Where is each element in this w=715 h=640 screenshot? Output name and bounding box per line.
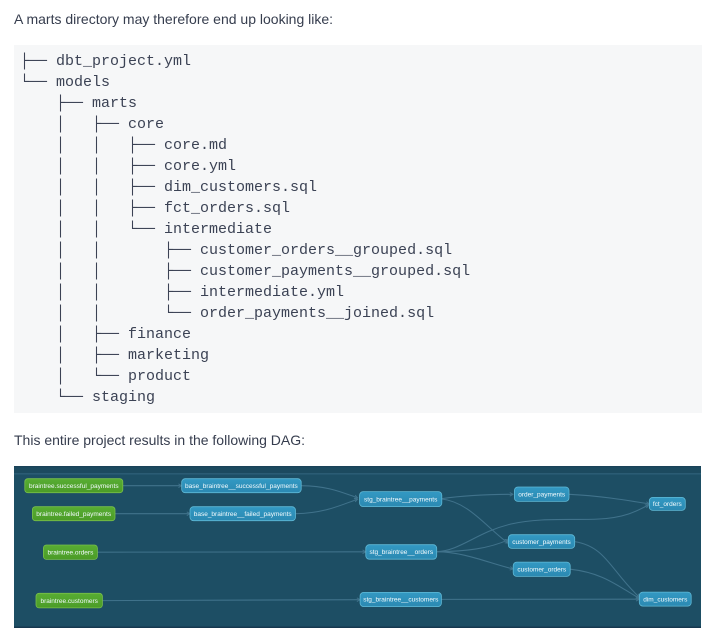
svg-text:order_payments: order_payments — [518, 492, 566, 499]
svg-text:fct_orders: fct_orders — [653, 501, 683, 508]
svg-text:braintree.successful_payments: braintree.successful_payments — [29, 483, 119, 490]
svg-text:braintree.orders: braintree.orders — [47, 550, 94, 557]
svg-text:base_braintree__successful_pay: base_braintree__successful_payments — [185, 483, 298, 490]
svg-text:stg_braintree__orders: stg_braintree__orders — [369, 549, 433, 556]
svg-text:braintree.failed_payments: braintree.failed_payments — [36, 511, 112, 518]
svg-text:braintree.customers: braintree.customers — [40, 598, 98, 605]
svg-text:dim_customers: dim_customers — [643, 596, 688, 603]
svg-text:customer_payments: customer_payments — [512, 539, 571, 546]
svg-text:stg_braintree__customers: stg_braintree__customers — [363, 597, 439, 604]
svg-text:customer_orders: customer_orders — [517, 567, 567, 574]
svg-text:base_braintree__failed_payment: base_braintree__failed_payments — [194, 511, 293, 518]
svg-text:stg_braintree__payments: stg_braintree__payments — [364, 497, 438, 504]
